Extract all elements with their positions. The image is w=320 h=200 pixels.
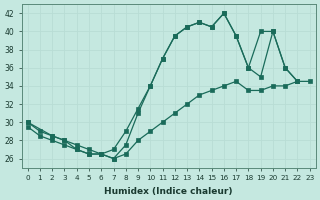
X-axis label: Humidex (Indice chaleur): Humidex (Indice chaleur): [104, 187, 233, 196]
